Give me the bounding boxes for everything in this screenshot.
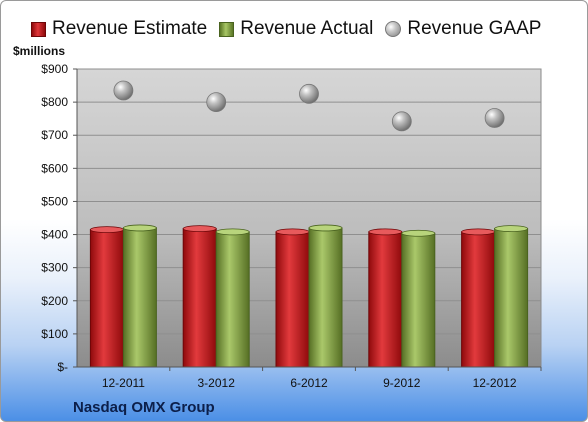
y-tick-label: $200: [41, 294, 68, 308]
y-tick-label: $-: [57, 360, 68, 374]
red-bar-swatch-icon: [31, 21, 46, 37]
estimate-bar-cap: [90, 226, 124, 233]
unit-label: $millions: [13, 44, 66, 58]
gaap-point: [484, 108, 505, 128]
legend-item-estimate: Revenue Estimate: [31, 18, 207, 40]
estimate-bar-cap: [461, 228, 496, 236]
legend-label: Revenue Estimate: [52, 18, 208, 39]
x-tick-label: 9-2012: [383, 376, 421, 390]
actual-bar: [122, 227, 157, 368]
estimate-bar: [275, 231, 310, 368]
gaap-point: [206, 92, 227, 113]
legend-item-gaap: Revenue GAAP: [385, 18, 541, 40]
x-axis: 12-2011 3-2012 6-2012 9-2012 12-2012: [77, 366, 542, 390]
gaap-points: [113, 80, 505, 132]
estimate-bar-cap: [275, 228, 310, 236]
estimate-bar-cap: [368, 228, 403, 236]
gaap-point: [113, 80, 134, 101]
gray-sphere-icon: [385, 21, 402, 37]
actual-bar: [308, 227, 343, 368]
estimate-bar: [182, 228, 217, 368]
y-tick-label: $900: [41, 62, 68, 76]
x-tick-label: 6-2012: [290, 376, 328, 390]
estimate-bar-cap: [182, 225, 217, 232]
x-tick-label: 12-2012: [473, 376, 517, 390]
y-tick-label: $600: [41, 161, 68, 175]
y-tick-label: $100: [41, 327, 68, 341]
company-name: Nasdaq OMX Group: [73, 399, 215, 416]
estimate-bar: [368, 231, 403, 368]
gaap-point: [391, 111, 412, 132]
y-tick-label: $500: [41, 194, 68, 208]
bars: [89, 224, 529, 368]
actual-bar-cap: [401, 229, 436, 237]
legend: Revenue Estimate Revenue Actual Revenue …: [31, 18, 553, 40]
y-tick-label: $400: [41, 228, 68, 242]
actual-bar-cap: [494, 225, 529, 232]
x-tick-label: 3-2012: [198, 376, 236, 390]
y-tick-label: $800: [41, 95, 68, 109]
green-bar-swatch-icon: [219, 21, 235, 37]
actual-bar: [401, 232, 436, 368]
actual-bar: [215, 231, 250, 368]
y-axis: $- $100 $200 $300 $400 $500 $600 $700 $800 $900: [41, 62, 78, 374]
x-tick-label: 12-2011: [102, 376, 145, 390]
actual-bar: [494, 228, 529, 368]
actual-bar-cap: [308, 224, 343, 232]
y-tick-label: $300: [41, 261, 68, 275]
estimate-bar: [89, 229, 124, 368]
actual-bar-cap: [215, 228, 250, 236]
actual-bar-cap: [122, 224, 157, 232]
legend-label: Revenue GAAP: [407, 18, 542, 39]
legend-item-actual: Revenue Actual: [219, 18, 373, 40]
y-tick-label: $700: [41, 128, 68, 142]
estimate-bar: [461, 231, 496, 368]
gaap-point: [299, 83, 319, 104]
legend-label: Revenue Actual: [240, 18, 374, 39]
